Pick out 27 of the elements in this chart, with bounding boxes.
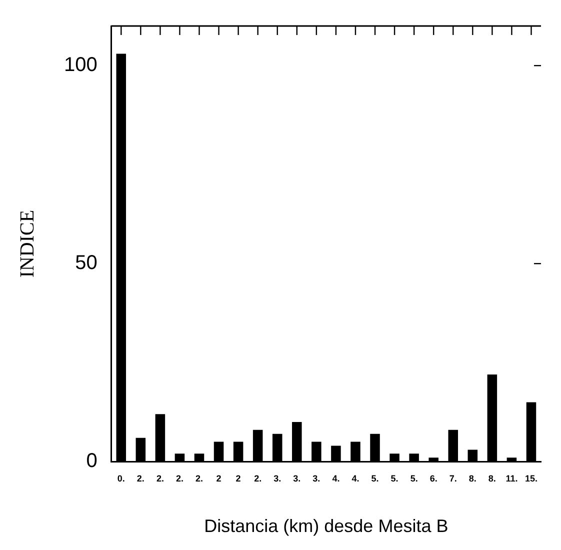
x-tick-label: 5.: [371, 473, 379, 484]
y-axis-title: INDICE: [16, 210, 38, 278]
x-tick-label: 3.: [293, 473, 301, 484]
y-tick-label: 50: [75, 252, 98, 274]
x-tick-label: 6.: [430, 473, 438, 484]
x-tick-label: 8.: [468, 473, 476, 484]
x-tick-label: 3.: [274, 473, 282, 484]
x-tick-label: 2.: [136, 473, 144, 484]
x-axis-title: Distancia (km) desde Mesita B: [204, 516, 448, 536]
x-tick-label: 2.: [176, 473, 184, 484]
x-tick-label: 2.: [254, 473, 262, 484]
x-tick-label: 11.: [506, 473, 518, 484]
x-tick-label: 0.: [117, 473, 125, 484]
x-tick-label: 15.: [524, 473, 538, 484]
y-tick-label: 100: [64, 54, 98, 76]
x-tick-label: 5.: [390, 473, 398, 484]
x-tick-label: 3.: [312, 473, 320, 484]
x-tick-label: 5.: [410, 473, 418, 484]
x-tick-label: 4.: [332, 473, 340, 484]
y-tick-label: 0: [86, 450, 98, 472]
x-tick-label: 7.: [449, 473, 457, 484]
x-tick-label: 8.: [488, 473, 496, 484]
x-tick-label: 4.: [352, 473, 360, 484]
x-tick-label: 2.: [156, 473, 164, 484]
x-tick-label: 2.: [195, 473, 204, 484]
x-tick-label: 2: [216, 473, 222, 484]
x-tick-label: 2: [236, 473, 241, 484]
